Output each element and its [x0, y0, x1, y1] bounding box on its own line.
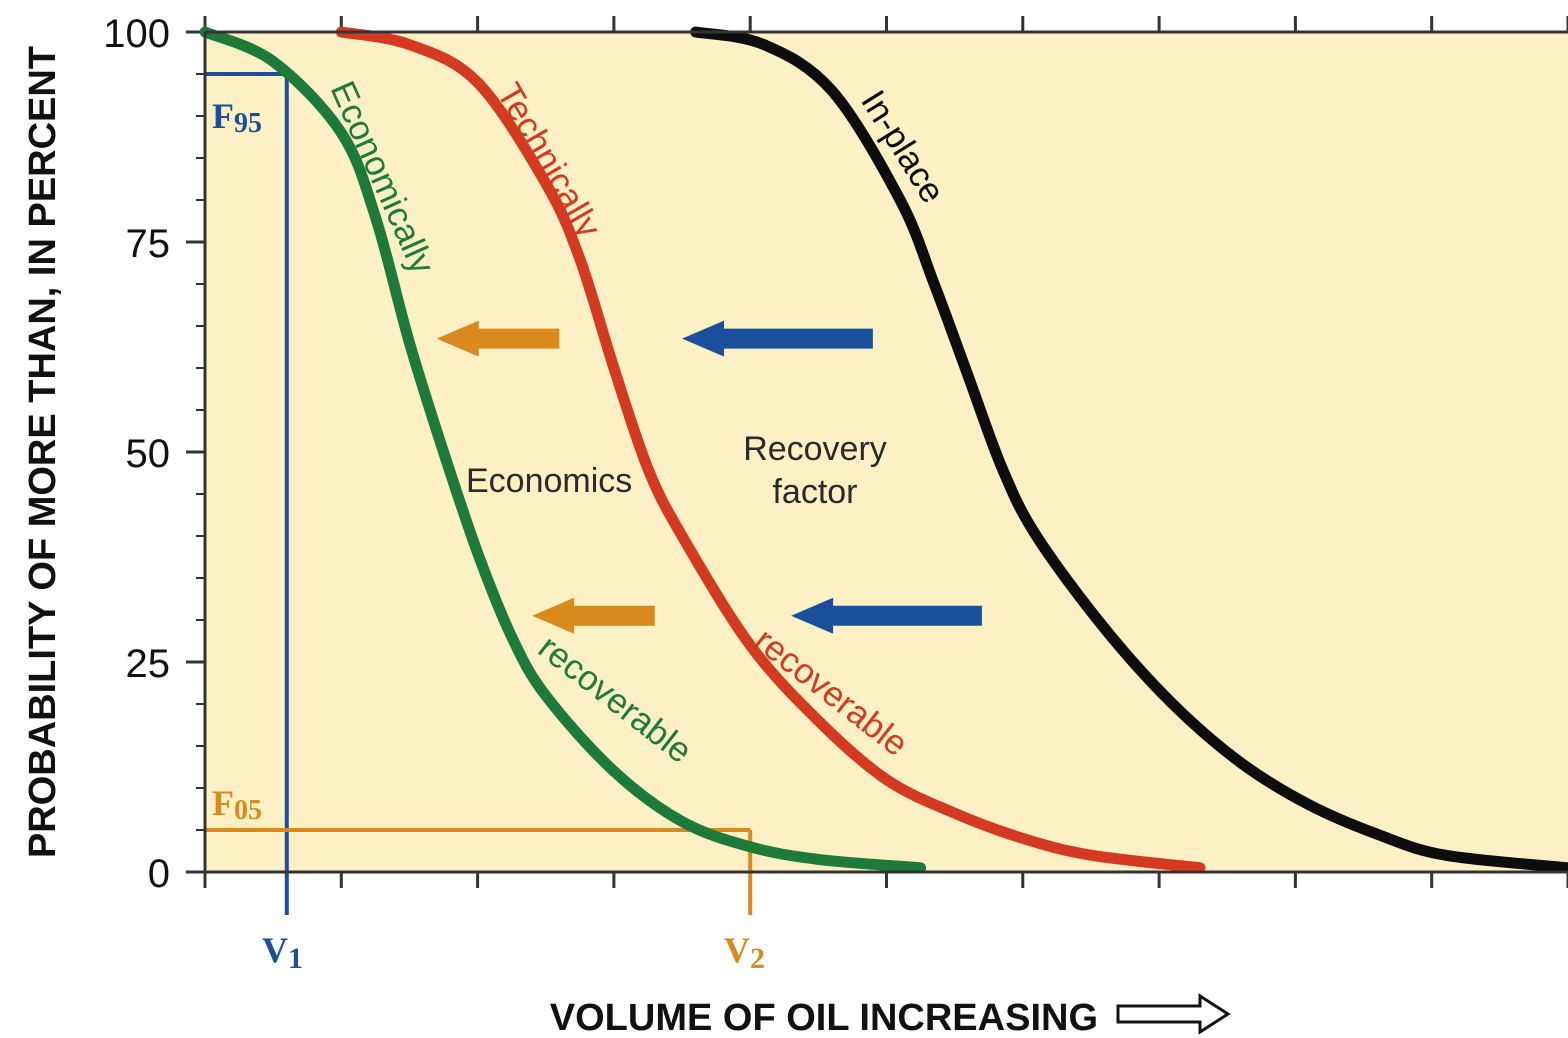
arrow-recovery-upper-icon	[682, 320, 873, 357]
y-axis-tick-labels: 0 25 50 75 100	[103, 12, 170, 896]
recovery-annotation-line2: factor	[772, 473, 857, 511]
recovery-annotation-line1: Recovery	[743, 430, 887, 468]
y-tick-label-50: 50	[126, 432, 171, 476]
series-line-in-place	[690, 26, 1568, 874]
y-axis-title: PROBABILITY OF MORE THAN, IN PERCENT	[22, 46, 64, 858]
y-tick-label-75: 75	[126, 222, 171, 266]
y-tick-label-100: 100	[103, 12, 170, 56]
curves	[199, 26, 1568, 874]
x-axis-ticks-bottom	[203, 872, 1568, 888]
series-line-technically-recoverable	[335, 26, 1206, 874]
economics-annotation: Economics	[466, 462, 632, 500]
arrow-economics-lower-icon	[532, 597, 655, 634]
arrow-recovery-lower-icon	[791, 597, 982, 634]
y-tick-label-0: 0	[148, 852, 170, 896]
x-axis-title: VOLUME OF OIL INCREASING	[550, 997, 1098, 1038]
series-line-economically-recoverable	[199, 26, 927, 874]
x-axis-ticks-top	[203, 16, 1568, 32]
shift-arrows	[436, 320, 982, 634]
f05-label: F05	[212, 783, 262, 826]
x-axis-direction-arrow-icon	[1116, 993, 1231, 1035]
v1-label: V1	[262, 930, 303, 975]
arrow-economics-upper-icon	[436, 320, 560, 357]
v2-label: V2	[724, 930, 765, 975]
y-tick-label-25: 25	[126, 642, 171, 686]
f95-label: F95	[212, 96, 262, 139]
